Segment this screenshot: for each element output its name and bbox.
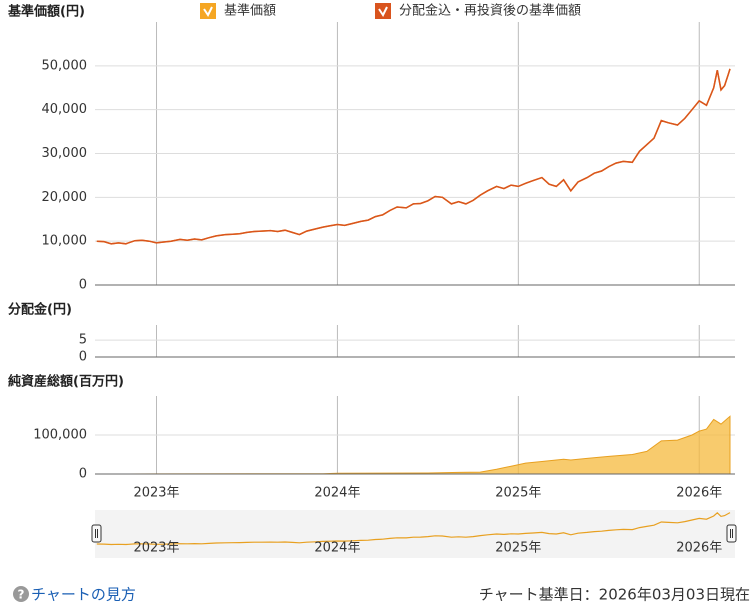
help-icon-mark[interactable]: ? [18, 588, 25, 602]
navigator-bg [95, 510, 735, 558]
legend-label: 分配金込・再投資後の基準価額 [399, 3, 581, 19]
legend-check [203, 6, 213, 17]
x-tick-label: 2023年 [133, 486, 179, 501]
asset-area [96, 415, 731, 475]
y-tick-label: 0 [79, 278, 87, 293]
price-line [96, 68, 731, 245]
as-of-date: チャート基準日：2026年03月03日現在 [479, 586, 750, 604]
y-tick-label: 10,000 [42, 234, 88, 249]
y-tick-label: 40,000 [42, 102, 88, 117]
panel-title: 分配金(円) [8, 302, 72, 318]
navigator-handle-grip [95, 529, 98, 538]
legend-label: 基準価額 [224, 3, 276, 19]
help-icon[interactable] [13, 586, 29, 602]
y-tick-label: 5 [79, 333, 87, 348]
navigator-tick-label: 2025年 [495, 541, 541, 556]
legend-check [378, 6, 388, 17]
help-link[interactable]: チャートの見方 [31, 586, 136, 604]
x-tick-label: 2025年 [495, 486, 541, 501]
panel-title: 基準価額(円) [7, 4, 85, 20]
y-tick-label: 0 [79, 467, 87, 482]
plot-bg [95, 325, 735, 357]
y-tick-label: 0 [79, 350, 87, 365]
navigator-line [96, 511, 731, 546]
y-tick-label: 20,000 [42, 190, 88, 205]
navigator-tick-label: 2024年 [314, 541, 360, 556]
panel-title: 純資産総額(百万円) [8, 374, 124, 390]
y-tick-label: 100,000 [33, 428, 87, 443]
navigator-tick-label: 2026年 [676, 541, 722, 556]
navigator-handle[interactable] [726, 524, 737, 543]
x-tick-label: 2026年 [676, 486, 722, 501]
x-tick-label: 2024年 [314, 486, 360, 501]
navigator-handle-grip [730, 529, 733, 538]
navigator-handle[interactable] [91, 524, 102, 543]
navigator-tick-label: 2023年 [133, 541, 179, 556]
y-tick-label: 30,000 [42, 146, 88, 161]
y-tick-label: 50,000 [42, 58, 88, 73]
